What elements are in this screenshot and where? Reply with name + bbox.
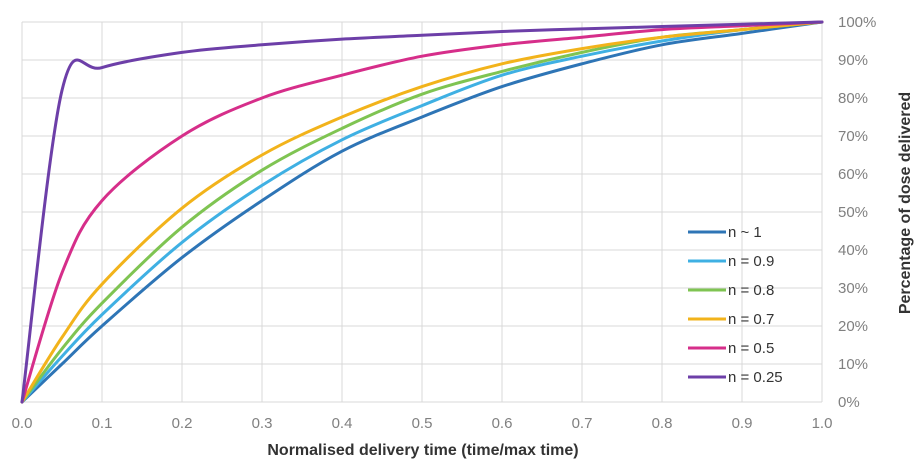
series-line-1 [20, 20, 824, 404]
x-tick-label: 0.3 [252, 415, 273, 432]
y-tick-label: 30% [838, 280, 868, 297]
y-tick-label: 10% [838, 356, 868, 373]
y-axis: 0% 10% 20% 30% 40% 50% 60% 70% 80% 90% 100% [838, 14, 876, 411]
x-tick-label: 0.7 [572, 415, 593, 432]
x-tick-label: 0.8 [652, 415, 673, 432]
y-tick-label: 80% [838, 90, 868, 107]
x-tick-label: 1.0 [812, 415, 833, 432]
x-tick-label: 0.0 [12, 415, 33, 432]
legend-label: n = 0.9 [728, 253, 774, 270]
legend-label: n = 0.7 [728, 311, 774, 328]
y-tick-label: 0% [838, 394, 860, 411]
y-tick-label: 90% [838, 52, 868, 69]
legend-label: n ~ 1 [728, 224, 762, 241]
legend-label: n = 0.8 [728, 282, 774, 299]
y-axis-title: Percentage of dose delivered [897, 92, 914, 314]
x-axis-title: Normalised delivery time (time/max time) [267, 442, 578, 459]
x-tick-label: 0.2 [172, 415, 193, 432]
legend: n ~ 1 n = 0.9 n = 0.8 n = 0.7 n = 0.5 n = 0.2… [688, 224, 783, 386]
x-tick-label: 0.5 [412, 415, 433, 432]
series-line-6 [20, 20, 824, 404]
y-tick-label: 60% [838, 166, 868, 183]
y-tick-label: 100% [838, 14, 876, 31]
series-line-4 [20, 20, 824, 404]
x-tick-label: 0.6 [492, 415, 513, 432]
y-tick-label: 20% [838, 318, 868, 335]
series-line-2 [20, 20, 824, 404]
x-tick-label: 0.1 [92, 415, 113, 432]
y-tick-label: 40% [838, 242, 868, 259]
y-tick-label: 70% [838, 128, 868, 145]
legend-label: n = 0.25 [728, 369, 783, 386]
plot-area [20, 20, 824, 404]
legend-label: n = 0.5 [728, 340, 774, 357]
x-tick-label: 0.9 [732, 415, 753, 432]
series-line-5 [20, 20, 824, 404]
y-tick-label: 50% [838, 204, 868, 221]
x-tick-label: 0.4 [332, 415, 353, 432]
x-axis: 0.0 0.1 0.2 0.3 0.4 0.5 0.6 0.7 0.8 0.9 1.0 [12, 415, 833, 432]
